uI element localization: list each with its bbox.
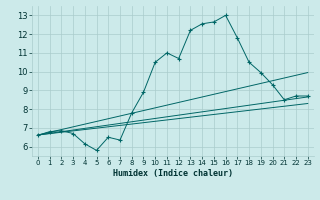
X-axis label: Humidex (Indice chaleur): Humidex (Indice chaleur) [113,169,233,178]
